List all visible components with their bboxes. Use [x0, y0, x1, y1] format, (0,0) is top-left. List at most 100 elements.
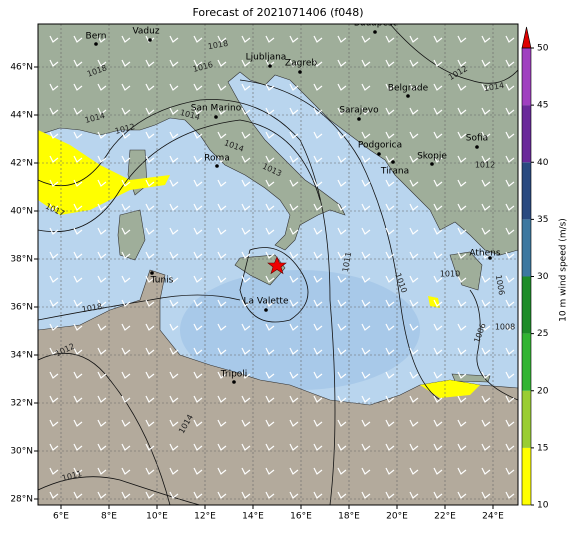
wind-barb: [385, 371, 395, 379]
wind-area: [38, 130, 170, 215]
wind-barb: [313, 275, 323, 283]
place-label: Tunis: [150, 276, 174, 286]
wind-barb: [289, 323, 299, 331]
wind-barb: [193, 203, 203, 211]
wind-barb: [361, 131, 371, 139]
wind-barb: [97, 275, 107, 283]
wind-barb: [169, 467, 179, 475]
wind-barb: [97, 347, 107, 355]
wind-barb: [289, 419, 299, 427]
wind-barb: [457, 59, 467, 67]
wind-barb: [505, 35, 515, 43]
wind-barb: [145, 131, 155, 139]
wind-barb: [121, 491, 131, 499]
place-dot: [215, 164, 219, 168]
place-dot: [357, 117, 361, 121]
place-label: Budapest: [354, 19, 397, 29]
wind-barb: [145, 203, 155, 211]
wind-barb: [289, 35, 299, 43]
wind-barb: [265, 131, 275, 139]
wind-barb: [289, 491, 299, 499]
wind-barb: [457, 347, 467, 355]
wind-barb: [73, 155, 83, 163]
wind-barb: [49, 155, 59, 163]
wind-barb: [457, 299, 467, 307]
wind-barb: [217, 371, 227, 379]
wind-barb: [97, 155, 107, 163]
place-label: Ljubljana: [246, 53, 287, 63]
lon-label: 10°E: [146, 512, 168, 522]
wind-barb: [409, 131, 419, 139]
wind-barb: [313, 227, 323, 235]
wind-barb: [289, 251, 299, 259]
wind-barb: [289, 371, 299, 379]
colorbar-label: 10 m wind speed (m/s): [559, 218, 569, 322]
wind-barb: [505, 491, 515, 499]
wind-barb: [337, 179, 347, 187]
colorbar: 10 15 20 25 30 35 40 45 50 10 m wind speed (m/s): [521, 26, 569, 511]
place-label: Sofia: [466, 134, 488, 144]
isobar-label: 1010: [440, 270, 460, 279]
lat-label: 30°N: [10, 447, 33, 457]
wind-barb: [265, 491, 275, 499]
wind-barb: [169, 83, 179, 91]
wind-barb: [481, 107, 491, 115]
wind-barb: [433, 395, 443, 403]
wind-barb: [169, 227, 179, 235]
place-label: Roma: [204, 154, 230, 164]
wind-barb: [313, 371, 323, 379]
wind-barb: [49, 443, 59, 451]
wind-barb: [361, 179, 371, 187]
place-label: La Valette: [244, 297, 289, 307]
wind-barb: [337, 275, 347, 283]
colorbar-tick-label: 45: [537, 101, 548, 111]
wind-barb: [409, 107, 419, 115]
wind-barb: [49, 131, 59, 139]
wind-barb: [481, 59, 491, 67]
wind-barb: [145, 107, 155, 115]
wind-barb: [481, 83, 491, 91]
place-dot: [264, 308, 268, 312]
land-peloponnese: [449, 251, 483, 291]
wind-barb: [121, 347, 131, 355]
place-dot: [232, 380, 236, 384]
wind-barb: [457, 203, 467, 211]
place-dot: [150, 271, 154, 275]
wind-barb: [481, 395, 491, 403]
wind-barb: [97, 203, 107, 211]
wind-barb: [265, 83, 275, 91]
wind-barb: [433, 299, 443, 307]
wind-barb: [145, 35, 155, 43]
place-label: Podgorica: [358, 141, 402, 151]
wind-barb: [409, 323, 419, 331]
wind-barb: [385, 59, 395, 67]
wind-barb: [73, 203, 83, 211]
wind-barb: [481, 323, 491, 331]
wind-barb: [73, 443, 83, 451]
wind-barb: [121, 443, 131, 451]
wind-barb: [97, 491, 107, 499]
wind-barb: [73, 299, 83, 307]
land-sardinia: [117, 209, 146, 261]
wind-barb: [313, 251, 323, 259]
wind-barb: [145, 275, 155, 283]
wind-barb: [481, 227, 491, 235]
colorbar-tick-label: 35: [537, 215, 548, 225]
wind-barb: [505, 419, 515, 427]
wind-barb: [457, 419, 467, 427]
wind-barb: [169, 419, 179, 427]
lon-label: 22°E: [434, 512, 456, 522]
wind-barb: [385, 347, 395, 355]
wind-barb: [337, 203, 347, 211]
wind-barb: [457, 323, 467, 331]
wind-barb: [97, 299, 107, 307]
wind-barb: [481, 419, 491, 427]
wind-barb: [73, 419, 83, 427]
wind-barb: [241, 395, 251, 403]
place-dot: [377, 152, 381, 156]
wind-barb: [121, 371, 131, 379]
wind-barb: [337, 323, 347, 331]
wind-barb: [169, 395, 179, 403]
wind-barb: [289, 131, 299, 139]
wind-barb: [361, 347, 371, 355]
